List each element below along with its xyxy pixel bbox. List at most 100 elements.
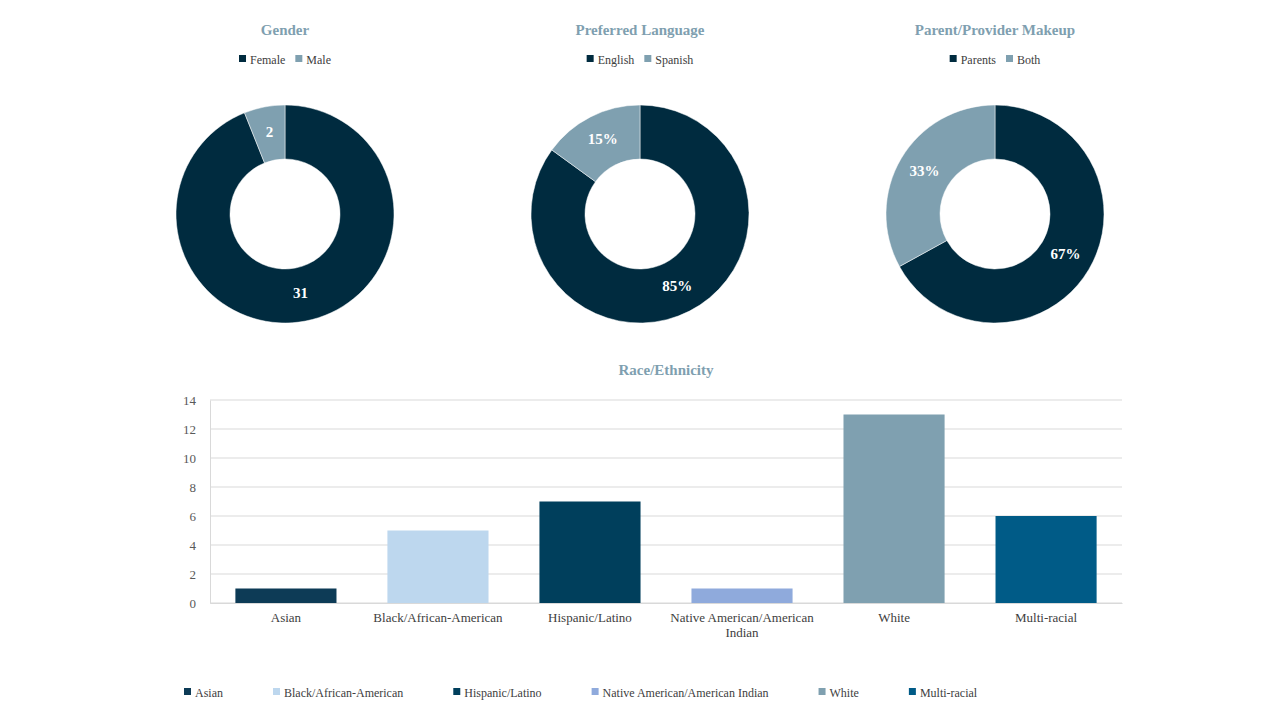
y-tick: 2 — [190, 567, 211, 582]
y-tick: 6 — [190, 509, 211, 524]
legend: Female Male — [239, 53, 331, 67]
bars — [235, 415, 1096, 604]
legend-item: Hispanic/Latino — [453, 686, 541, 700]
chart-title: Gender — [261, 22, 310, 38]
tick-label: 12 — [183, 422, 196, 437]
axis-line — [211, 603, 1123, 604]
tick-label: 6 — [190, 509, 197, 524]
x-tick: White — [878, 603, 910, 625]
bar — [843, 415, 944, 604]
donut-slice — [176, 105, 394, 323]
legend-label: Hispanic/Latino — [464, 686, 541, 700]
legend-item: Female — [239, 53, 285, 67]
legend-label: Female — [250, 53, 285, 67]
legend-item: Native American/American Indian — [592, 686, 769, 700]
legend-label: Both — [1017, 53, 1040, 67]
donut-slice — [531, 105, 749, 323]
grid-line — [210, 487, 1122, 488]
grid-line — [210, 545, 1122, 546]
x-tick: Asian — [271, 603, 302, 625]
legend-swatch — [453, 688, 460, 695]
legend-label: Male — [306, 53, 331, 67]
bar — [387, 531, 488, 604]
donut-chart: Parent/Provider MakeupParentsBoth67%33% — [886, 22, 1104, 323]
y-tick: 14 — [183, 393, 210, 408]
grid-line — [210, 516, 1122, 517]
tick-label: 4 — [190, 538, 197, 553]
y-axis: 0 2 4 6 8 10 12 14 — [183, 393, 211, 611]
tick-label-line: Multi-racial — [1015, 610, 1077, 625]
tick-label: Native American/AmericanIndian — [670, 610, 814, 640]
tick-label: 14 — [183, 393, 197, 408]
legend: EnglishSpanish — [587, 53, 694, 67]
chart-title: Race/Ethnicity — [619, 362, 714, 378]
legend-item: White — [819, 686, 859, 700]
grid-line — [210, 400, 1122, 401]
x-tick: Multi-racial — [1015, 603, 1077, 625]
legend-swatch — [819, 688, 826, 695]
axis-line — [210, 401, 211, 604]
data-label: 2 — [266, 124, 274, 140]
grid-line — [210, 458, 1122, 459]
chart-root: Gender Female Male 31 2 Preferred Language Eng… — [0, 0, 1280, 720]
data-label: 67% — [1051, 246, 1081, 262]
bar-chart: Race/Ethnicity 0 2 4 6 8 10 12 14 Asian Black/Afri… — [183, 362, 1123, 700]
tick-label: Multi-racial — [1015, 610, 1077, 625]
legend-swatch — [1006, 55, 1013, 62]
tick-label: Black/African-American — [373, 610, 503, 625]
tick-label: Hispanic/Latino — [548, 610, 632, 625]
legend: Asian Black/African-American Hispanic/Lati… — [184, 686, 978, 700]
x-tick: Hispanic/Latino — [548, 603, 632, 625]
legend-item: Asian — [184, 686, 223, 700]
y-tick: 8 — [190, 480, 211, 495]
legend-label: Asian — [195, 686, 223, 700]
legend-item: Black/African-American — [273, 686, 403, 700]
data-label: 33% — [909, 163, 939, 179]
legend-swatch — [184, 688, 191, 695]
legend-swatch — [587, 55, 594, 62]
data-label: 31 — [293, 285, 308, 301]
y-tick: 0 — [190, 596, 211, 611]
legend: Parents Both — [950, 53, 1041, 67]
legend-item: Parents — [950, 53, 997, 67]
legend-label: Parents — [961, 53, 997, 67]
donut-slice — [886, 105, 995, 267]
data-label: 85% — [662, 278, 692, 294]
tick-label: White — [878, 610, 910, 625]
data-label: 15% — [588, 131, 618, 147]
y-tick: 4 — [190, 538, 211, 553]
slices — [176, 105, 394, 323]
tick-label-line: Hispanic/Latino — [548, 610, 632, 625]
legend-item: Both — [1006, 53, 1040, 67]
slices — [886, 105, 1104, 323]
legend-item: Spanish — [644, 53, 693, 67]
chart-title: Preferred Language — [575, 22, 704, 38]
tick-label: 10 — [183, 451, 196, 466]
legend-swatch — [909, 688, 916, 695]
legend-label: Spanish — [655, 53, 693, 67]
legend-label: White — [830, 686, 859, 700]
grid-line — [210, 429, 1122, 430]
bar — [691, 589, 792, 604]
donut-slice — [244, 105, 285, 163]
tick-label: 8 — [190, 480, 197, 495]
donut-chart: Gender Female Male 31 2 — [176, 22, 394, 323]
legend-swatch — [592, 688, 599, 695]
data-labels: 31 2 — [266, 124, 308, 301]
tick-label-line: Indian — [725, 625, 759, 640]
x-tick: Native American/AmericanIndian — [670, 603, 814, 640]
y-tick: 12 — [183, 422, 210, 437]
tick-label-line: White — [878, 610, 910, 625]
grid-line — [210, 574, 1122, 575]
legend-swatch — [239, 55, 246, 62]
legend-swatch — [295, 55, 302, 62]
x-axis: Asian Black/African-American Hispanic/Lati… — [211, 603, 1123, 640]
x-tick: Black/African-American — [373, 603, 503, 625]
donut-slice — [552, 105, 640, 182]
chart-svg: Gender Female Male 31 2 Preferred Language Eng… — [0, 0, 1280, 720]
legend-item: Male — [295, 53, 331, 67]
legend-swatch — [273, 688, 280, 695]
legend-label: Black/African-American — [284, 686, 403, 700]
legend-label: Native American/American Indian — [603, 686, 769, 700]
tick-label-line: Black/African-American — [373, 610, 503, 625]
